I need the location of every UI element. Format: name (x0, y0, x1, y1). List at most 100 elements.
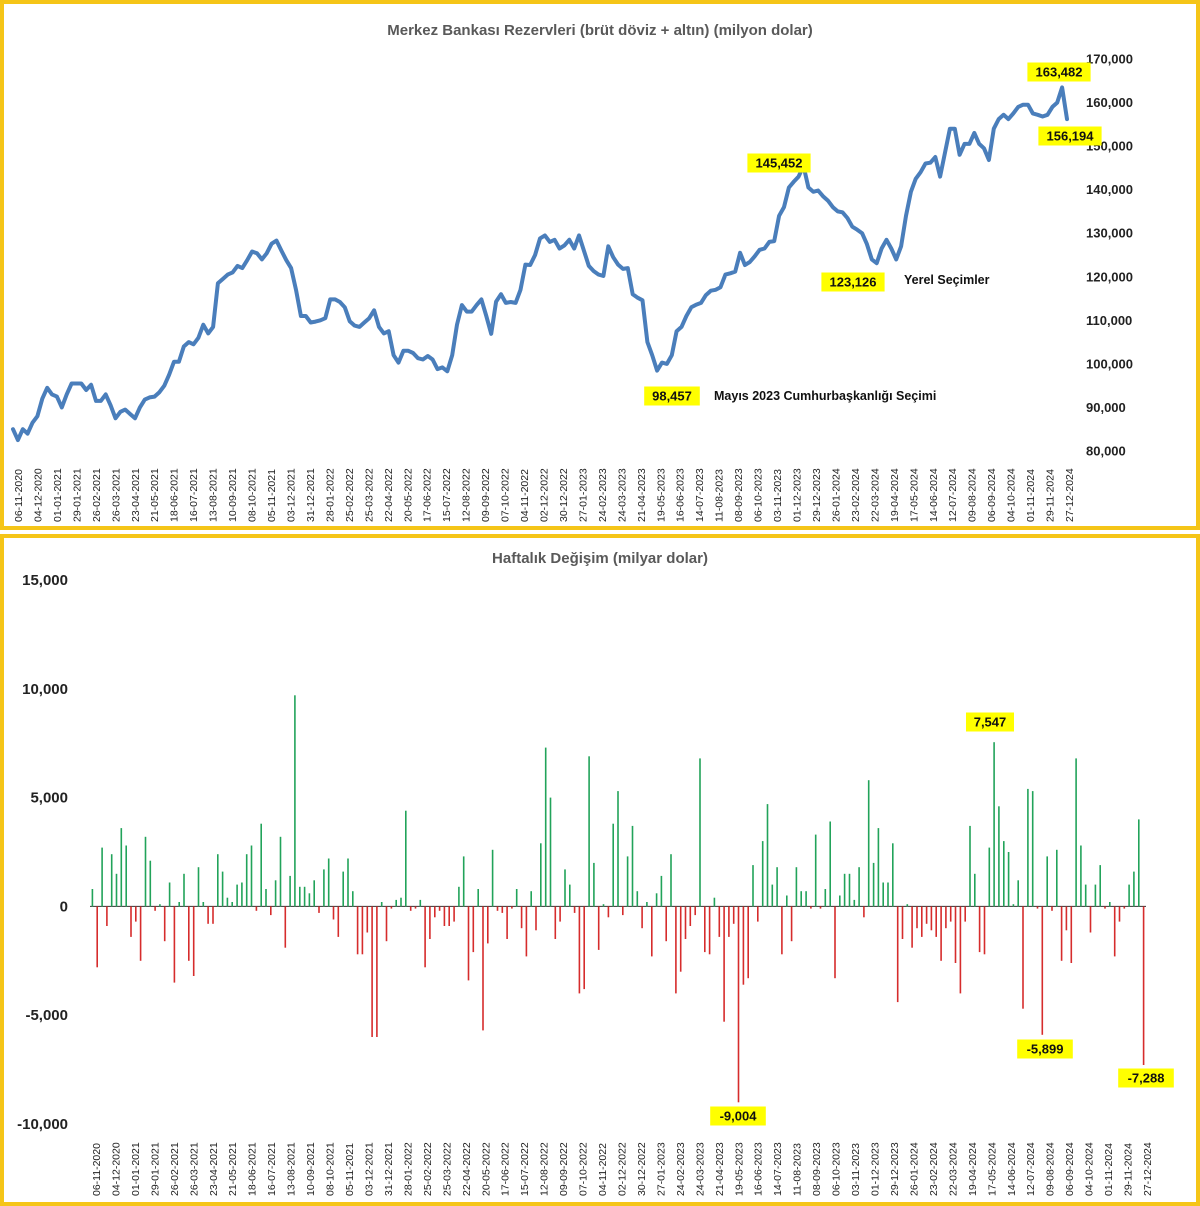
reserves-x-tick: 23-02-2024 (850, 468, 862, 522)
reserves-x-tick: 26-03-2021 (110, 468, 122, 522)
weekly-bar (1094, 884, 1097, 907)
reserves-x-tick: 28-01-2022 (324, 468, 336, 522)
weekly-bar (270, 906, 272, 916)
weekly-bar (655, 893, 658, 907)
weekly-bar (921, 906, 923, 937)
weekly-bar (544, 747, 547, 907)
weekly-bar (448, 906, 450, 926)
reserves-x-tick: 16-06-2023 (675, 468, 687, 522)
weekly-x-tick: 20-05-2022 (480, 1142, 492, 1196)
weekly-x-tick: 01-11-2024 (1103, 1143, 1115, 1196)
weekly-bar (906, 904, 909, 907)
weekly-bar (790, 906, 793, 942)
weekly-x-tick: 07-10-2022 (578, 1142, 590, 1196)
weekly-bar (569, 884, 571, 907)
reserves-line-chart: 80,000 90,000 100,000 110,000 120,000 130,000… (11, 52, 1133, 522)
weekly-bar (1027, 788, 1029, 907)
weekly-bar (496, 906, 499, 911)
reserves-x-tick: 06-11-2020 (13, 469, 25, 522)
weekly-bar (660, 875, 663, 907)
weekly-bar (477, 889, 479, 907)
weekly-x-tick: 04-10-2024 (1084, 1142, 1096, 1196)
weekly-bar (429, 906, 431, 939)
reserves-x-tick: 21-04-2023 (636, 468, 648, 522)
weekly-bar (1109, 902, 1111, 907)
weekly-y-tick: 15,000 (22, 572, 68, 589)
reserves-x-tick: 30-12-2022 (558, 468, 570, 522)
weekly-x-tick: 17-06-2022 (500, 1142, 512, 1196)
weekly-bar (520, 906, 523, 929)
weekly-bar (1017, 880, 1019, 907)
weekly-bar (1065, 906, 1068, 931)
weekly-bar (573, 906, 576, 913)
weekly-y-tick: -5,000 (25, 1007, 68, 1024)
weekly-bar (515, 889, 518, 907)
weekly-bar (795, 867, 798, 907)
weekly-bar (1080, 845, 1082, 907)
reserves-peak-callout: 163,482 (1027, 62, 1091, 82)
weekly-bar (829, 821, 831, 907)
weekly-bar (752, 865, 754, 907)
weekly-bar (458, 886, 460, 907)
weekly-bar (352, 891, 354, 907)
weekly-x-tick: 21-05-2021 (227, 1142, 239, 1196)
weekly-x-tick: 12-08-2022 (539, 1142, 551, 1196)
weekly-bar (771, 884, 774, 907)
weekly-bar (540, 843, 542, 907)
reserves-x-tick: 19-05-2023 (655, 468, 667, 522)
weekly-bar (192, 906, 195, 976)
weekly-bar (911, 906, 913, 948)
weekly-bar (313, 880, 315, 907)
reserves-x-tick: 01-12-2023 (792, 468, 804, 522)
reserves-peak-callout-label: 163,482 (1036, 65, 1083, 80)
reserves-x-tick: 16-07-2021 (188, 468, 200, 522)
weekly-bar (675, 906, 677, 994)
weekly-bar (168, 882, 171, 907)
weekly-bar (583, 906, 585, 990)
reserves-x-tick: 13-08-2021 (208, 468, 220, 522)
reserves-last-callout: 156,194 (1038, 126, 1102, 146)
reserves-x-tick: 29-11-2024 (1045, 469, 1057, 522)
reserves-x-tick: 05-11-2021 (266, 469, 278, 522)
weekly-bar (438, 906, 441, 911)
weekly-bar (631, 825, 634, 907)
weekly-x-tick: 17-05-2024 (986, 1142, 998, 1196)
reserves-y-tick: 120,000 (1086, 269, 1133, 284)
weekly-bar (1012, 904, 1015, 907)
weekly-bar (236, 884, 238, 907)
weekly-bar (188, 906, 190, 961)
weekly-bar (130, 906, 132, 937)
weekly-x-tick: 26-01-2024 (908, 1142, 920, 1196)
reserves-y-tick: 140,000 (1086, 182, 1133, 197)
weekly-bar (1031, 791, 1034, 907)
weekly-bar (704, 906, 706, 953)
weekly-bar (819, 906, 822, 909)
weekly-bar (1113, 906, 1116, 957)
weekly-bar (149, 860, 152, 907)
weekly-bar (925, 906, 928, 924)
reserves-x-tick: 29-12-2023 (811, 468, 823, 522)
weekly-bar (361, 906, 364, 955)
weekly-bar (814, 834, 817, 907)
reserves-2023-peak-callout-label: 145,452 (756, 156, 803, 171)
reserves-local-election-low-callout: 123,126 (821, 272, 885, 292)
weekly-x-tick: 25-02-2022 (422, 1142, 434, 1196)
weekly-bar (617, 791, 619, 907)
reserves-y-tick: 130,000 (1086, 226, 1133, 241)
weekly-bar (250, 845, 253, 907)
weekly-bar (747, 906, 749, 979)
weekly-bar (578, 906, 581, 994)
weekly-x-tick: 18-06-2021 (247, 1142, 259, 1196)
weekly-bar (255, 906, 258, 911)
weekly-x-tick: 25-03-2022 (441, 1142, 453, 1196)
weekly-bar (728, 906, 730, 937)
weekly-bar (419, 899, 422, 907)
weekly-bar (959, 906, 962, 994)
reserves-x-tick: 17-05-2024 (908, 468, 920, 522)
weekly-bar (318, 906, 320, 913)
reserves-x-tick: 07-10-2022 (500, 468, 512, 522)
weekly-last-callout: -7,288 (1118, 1068, 1174, 1088)
weekly-bar (1022, 906, 1024, 1009)
weekly-bar (221, 871, 224, 907)
weekly-bar (506, 906, 508, 939)
